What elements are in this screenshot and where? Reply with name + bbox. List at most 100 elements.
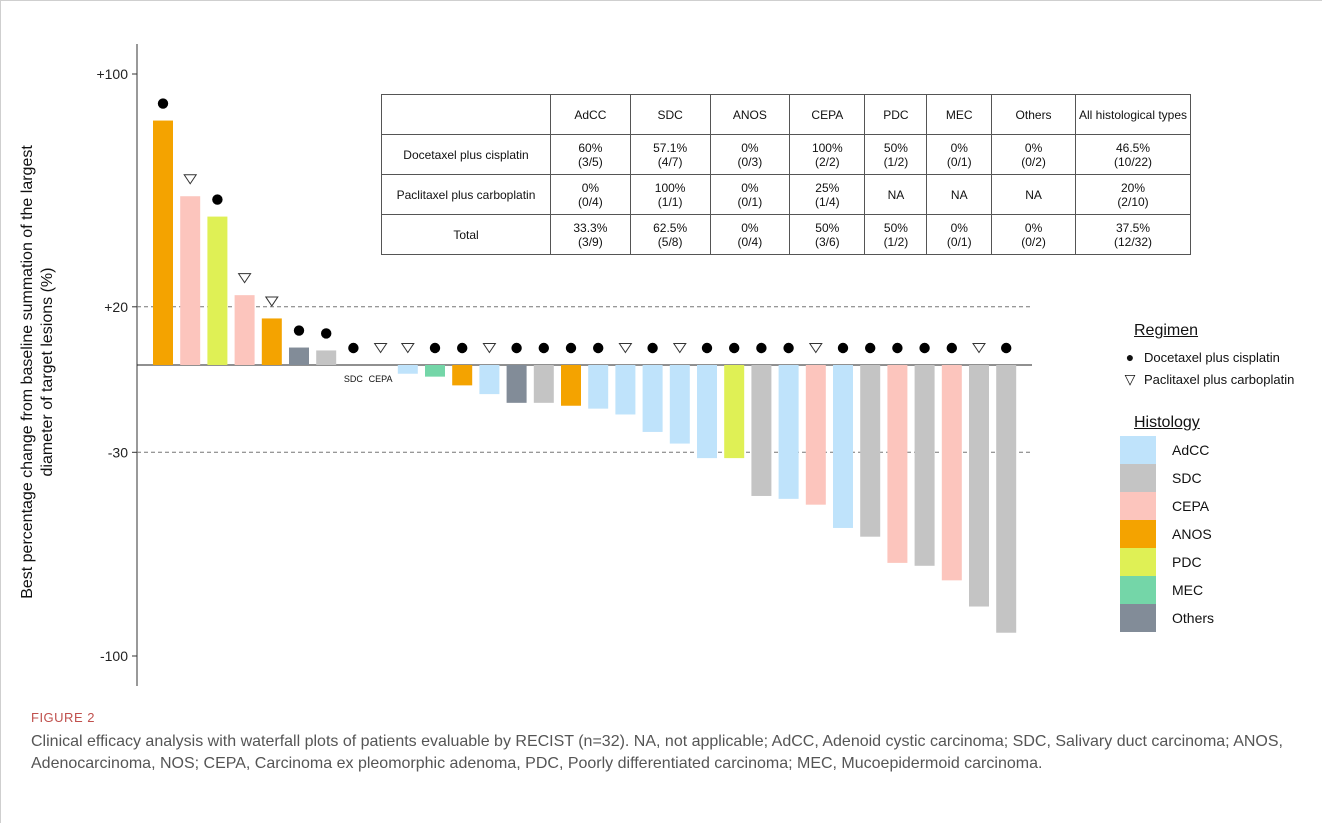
table-cell: 50% (3/6) <box>789 214 866 255</box>
table-cell: 0% (0/3) <box>709 134 791 175</box>
waterfall-bar <box>180 196 201 365</box>
open-triangle-icon: ▽ <box>1124 370 1136 387</box>
y-tick-label: +100 <box>96 66 128 82</box>
table-cell: 0% (0/4) <box>550 174 631 215</box>
paclitaxel-marker <box>237 273 252 284</box>
regimen-legend-title: Regimen <box>1134 322 1199 339</box>
table-cell: 100% (1/1) <box>629 174 711 215</box>
response-rate-table: AdCC SDC ANOS CEPA PDC MEC Others All hi… <box>381 94 1191 255</box>
docetaxel-marker <box>565 342 577 354</box>
docetaxel-marker <box>647 342 658 354</box>
color-swatch <box>1120 492 1156 520</box>
color-swatch <box>1120 464 1156 492</box>
paclitaxel-marker <box>183 174 198 185</box>
legend-item-docetaxel: ● Docetaxel plus cisplatin <box>1120 346 1320 368</box>
table-cell: 50% (1/2) <box>864 134 928 175</box>
table-cell: 33.3% (3/9) <box>550 214 631 255</box>
table-cell: 0% (0/1) <box>926 134 993 175</box>
paclitaxel-marker <box>400 343 415 354</box>
color-swatch <box>1120 576 1156 604</box>
y-tick-label: -100 <box>100 648 128 664</box>
table-row: Paclitaxel plus carboplatin 0% (0/4) 100%… <box>381 174 1191 215</box>
legend-item-anos: ANOS <box>1120 520 1320 548</box>
docetaxel-marker <box>511 342 522 354</box>
legend-item-adcc: AdCC <box>1120 436 1320 464</box>
legend-item-pdc: PDC <box>1120 548 1320 576</box>
marker-layer <box>157 98 1012 354</box>
waterfall-bar <box>805 365 826 505</box>
table-header-cell: Others <box>991 94 1076 135</box>
paclitaxel-marker <box>373 343 388 354</box>
table-row-label: Total <box>381 214 551 255</box>
table-cell: 0% (0/1) <box>926 214 993 255</box>
docetaxel-marker <box>783 342 794 354</box>
figure-caption: FIGURE 2 Clinical efficacy analysis with… <box>31 710 1301 775</box>
waterfall-bar <box>506 365 527 403</box>
waterfall-bar <box>860 365 881 537</box>
docetaxel-marker <box>212 194 223 205</box>
table-header-cell: ANOS <box>709 94 791 135</box>
table-cell: NA <box>926 174 993 215</box>
waterfall-bar <box>887 365 908 563</box>
legend-label: Docetaxel plus cisplatin <box>1144 349 1280 365</box>
waterfall-bar <box>588 365 609 409</box>
docetaxel-marker <box>729 342 740 354</box>
waterfall-bar <box>479 365 500 395</box>
waterfall-bar <box>615 365 636 415</box>
waterfall-bar <box>969 365 989 607</box>
waterfall-bar <box>642 365 663 432</box>
docetaxel-marker <box>457 342 468 354</box>
table-row-label: Paclitaxel plus carboplatin <box>381 174 551 215</box>
table-cell: 0% (0/2) <box>991 214 1076 255</box>
legend-item-sdc: SDC <box>1120 464 1320 492</box>
histology-legend-title: Histology <box>1134 414 1200 431</box>
figure-label: FIGURE 2 <box>31 710 95 725</box>
bar-annotation: SDC <box>344 374 364 384</box>
table-cell: 57.1% (4/7) <box>629 134 711 175</box>
waterfall-bar <box>397 365 418 374</box>
waterfall-bar <box>261 318 282 365</box>
table-cell: NA <box>864 174 928 215</box>
table-header-cell: PDC <box>864 94 928 135</box>
table-cell: 46.5% (10/22) <box>1075 134 1191 175</box>
waterfall-bar <box>751 365 772 496</box>
bar-layer: SDC CEPA <box>153 120 1017 633</box>
table-cell: 62.5% (5/8) <box>629 214 711 255</box>
table-cell: 60% (3/5) <box>550 134 631 175</box>
waterfall-bar <box>425 365 445 377</box>
y-tick-label: +20 <box>104 299 128 315</box>
docetaxel-marker <box>756 342 767 354</box>
table-cell: 0% (0/2) <box>991 134 1076 175</box>
waterfall-bar <box>452 365 473 386</box>
waterfall-bar <box>207 216 228 365</box>
caption-text: Clinical efficacy analysis with waterfal… <box>31 733 1283 772</box>
docetaxel-marker <box>837 342 849 354</box>
waterfall-bar <box>941 365 962 581</box>
docetaxel-marker <box>157 98 169 109</box>
table-cell: 37.5% (12/32) <box>1075 214 1191 255</box>
table-cell: 0% (0/4) <box>709 214 791 255</box>
docetaxel-marker <box>321 328 332 339</box>
table-header-cell: AdCC <box>550 94 631 135</box>
docetaxel-marker <box>538 342 549 354</box>
color-swatch <box>1120 436 1156 464</box>
waterfall-bar <box>996 365 1017 633</box>
color-swatch <box>1120 548 1156 576</box>
waterfall-bar <box>234 295 255 365</box>
table-header-cell: MEC <box>926 94 993 135</box>
docetaxel-marker <box>1001 342 1012 354</box>
table-header-cell <box>381 94 551 135</box>
docetaxel-marker <box>919 342 930 354</box>
waterfall-bar <box>724 365 745 459</box>
waterfall-bar <box>833 365 853 528</box>
bar-annotation: CEPA <box>369 374 393 384</box>
docetaxel-marker <box>701 342 713 354</box>
table-cell: NA <box>991 174 1076 215</box>
histology-legend-items: AdCC SDC CEPA ANOS PDC MEC Others <box>1120 436 1320 632</box>
y-tick-label: -30 <box>108 444 128 460</box>
paclitaxel-marker <box>264 296 279 307</box>
axis-layer: +100 +20 -30 -100 <box>96 44 1032 686</box>
legend-label: Paclitaxel plus carboplatin <box>1144 371 1295 387</box>
color-swatch <box>1120 520 1156 548</box>
docetaxel-marker <box>348 342 359 354</box>
